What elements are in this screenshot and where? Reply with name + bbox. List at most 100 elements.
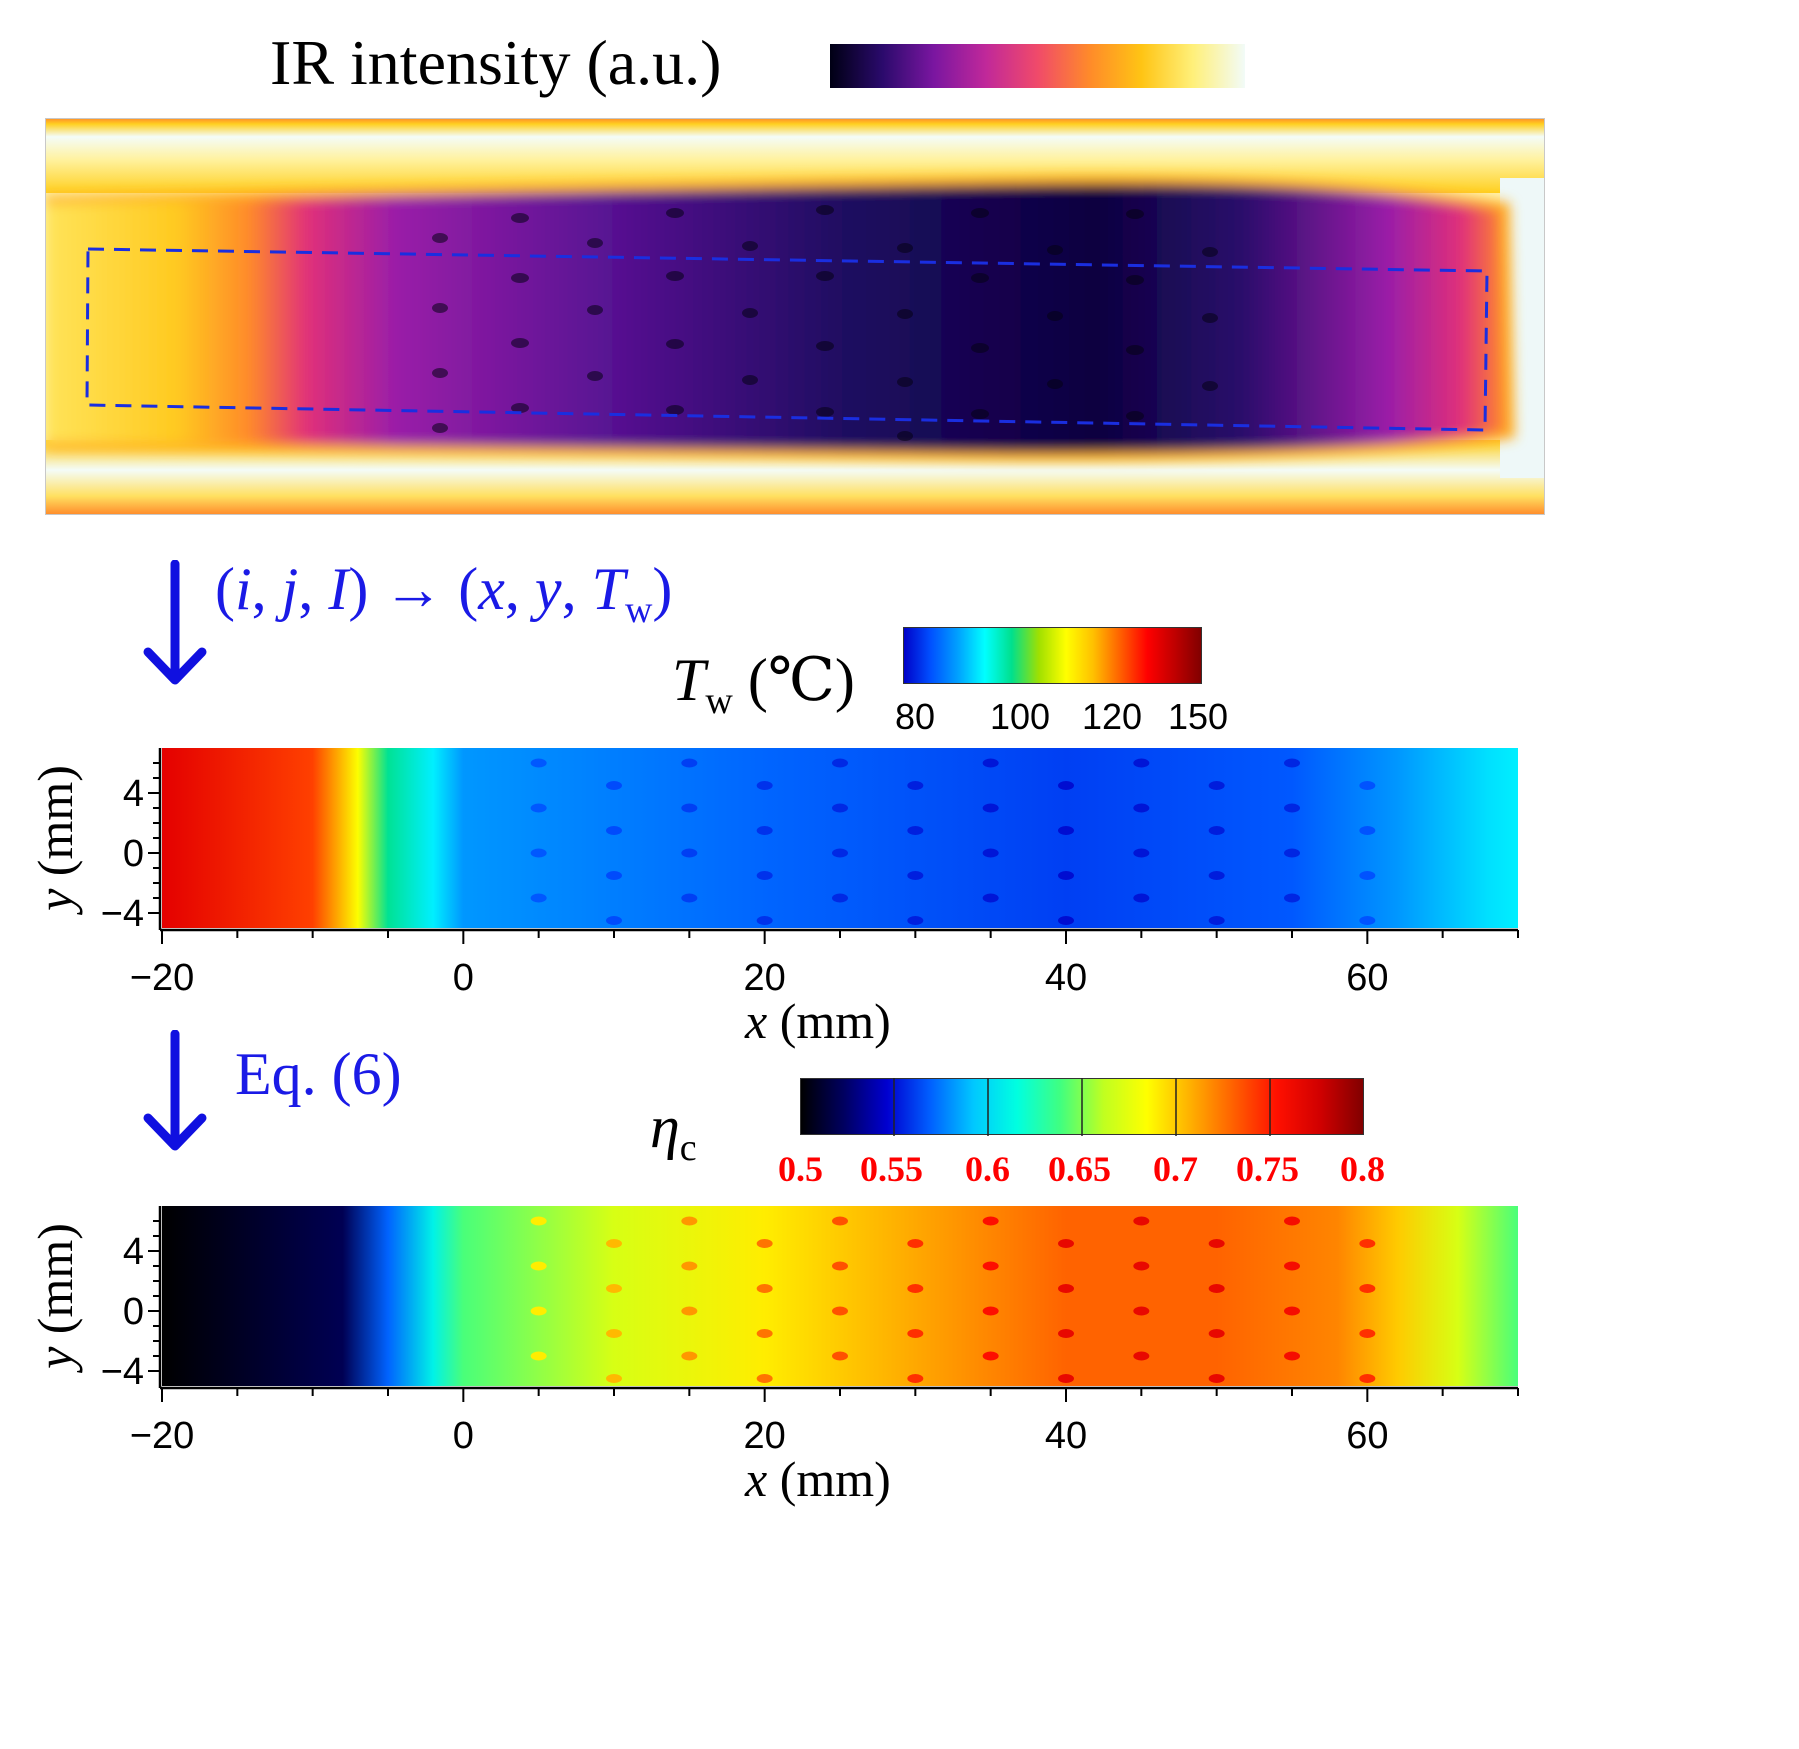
- tw-hole: [907, 781, 924, 790]
- eta-hole: [756, 1329, 773, 1338]
- eta-x-tick-label: 60: [1346, 1415, 1388, 1457]
- tw-colorbar: [903, 627, 1202, 684]
- eta-x-tick-label: −20: [130, 1415, 194, 1457]
- step2-arrow: [143, 1030, 207, 1151]
- tw-x-tick-label: 60: [1346, 957, 1388, 999]
- eta-tick-0.75: 0.75: [1236, 1149, 1299, 1189]
- ir-holes: [432, 205, 1218, 441]
- eta-hole: [1133, 1216, 1150, 1226]
- tw-hole: [832, 803, 848, 813]
- tw-hole: [606, 781, 622, 790]
- tw-hole: [681, 893, 698, 903]
- tw-hole: [681, 803, 698, 813]
- tw-x-tick-label: 0: [453, 957, 474, 999]
- tw-hole: [530, 803, 547, 813]
- tw-hole: [756, 871, 773, 880]
- tw-hole: [1208, 916, 1225, 925]
- ir-raw-image: [45, 118, 1545, 515]
- eta-hole: [1208, 1329, 1225, 1338]
- tw-x-tick-label: −20: [130, 957, 194, 999]
- tw-hole: [1133, 758, 1150, 768]
- tw-hole: [1208, 826, 1225, 835]
- tw-hole: [606, 871, 622, 880]
- tw-hole: [1133, 848, 1150, 858]
- tw-hole-marks: [530, 758, 1376, 925]
- eta-hole: [1359, 1239, 1376, 1248]
- tw-x-tick-label: 20: [744, 957, 786, 999]
- tw-hole: [982, 758, 999, 768]
- eta-hole: [1359, 1374, 1376, 1383]
- step2-equation-text: Eq. (6): [235, 1041, 402, 1107]
- eta-hole: [907, 1329, 924, 1338]
- eta-colorbar-label: ηc: [650, 1094, 697, 1169]
- eta-hole: [907, 1374, 924, 1383]
- tw-y-tick-label: 0: [123, 833, 144, 875]
- tw-y-tick-label: −4: [101, 893, 144, 935]
- tw-hole: [1058, 826, 1074, 835]
- eta-hole: [681, 1216, 698, 1226]
- eta-x-tick-label: 40: [1045, 1415, 1087, 1457]
- tw-colorbar-tick-100: 100: [990, 696, 1051, 737]
- eta-hole: [530, 1261, 547, 1271]
- tw-hole: [1058, 916, 1074, 925]
- ir-intensity-title: IR intensity (a.u.): [270, 27, 722, 98]
- tw-hole: [907, 916, 924, 925]
- eta-tick-0.65: 0.65: [1048, 1149, 1111, 1189]
- tw-x-tick-label: 40: [1045, 957, 1087, 999]
- eta-hole: [756, 1239, 773, 1248]
- tw-hole: [832, 848, 848, 858]
- eta-heatmap-plot: −20 0 20 40 60 −4 0 4 x (mm) y (mm): [27, 1206, 1519, 1507]
- eta-hole: [1359, 1329, 1376, 1338]
- eta-hole: [1208, 1284, 1225, 1293]
- eta-hole: [1058, 1284, 1074, 1293]
- tw-heatmap-plot: −20 0 20 40 60 −4 0 4 x (mm) y (mm): [27, 748, 1519, 1049]
- eta-hole: [982, 1351, 999, 1361]
- eta-hole: [1208, 1374, 1225, 1383]
- eta-hole: [681, 1306, 698, 1316]
- tw-hole: [1284, 803, 1300, 813]
- eta-hole: [1208, 1239, 1225, 1248]
- eta-x-axis-label: x (mm): [744, 1451, 891, 1507]
- eta-hole: [982, 1216, 999, 1226]
- step1-mapping-text: (i, j, I) → (x, y, Tw): [215, 556, 673, 631]
- eta-y-tick-label: 4: [123, 1231, 144, 1273]
- tw-hole: [907, 826, 924, 835]
- tw-hole: [1058, 781, 1074, 790]
- tw-hole: [907, 871, 924, 880]
- step1-arrow: [143, 560, 207, 685]
- eta-hole-marks: [530, 1216, 1376, 1383]
- eta-x-tick-label: 20: [744, 1415, 786, 1457]
- tw-hole: [1133, 803, 1150, 813]
- tw-hole: [982, 848, 999, 858]
- eta-hole: [832, 1351, 848, 1361]
- eta-hole: [1058, 1239, 1074, 1248]
- tw-colorbar-tick-150: 150: [1168, 696, 1229, 737]
- tw-hole: [681, 848, 698, 858]
- eta-tick-0.7: 0.7: [1153, 1149, 1198, 1189]
- eta-y-axis-label: y (mm): [27, 1223, 83, 1374]
- tw-hole: [1208, 781, 1225, 790]
- tw-hole: [1284, 758, 1300, 768]
- eta-hole: [530, 1216, 547, 1226]
- ir-colorbar: [830, 44, 1245, 88]
- tw-colorbar-tick-120: 120: [1082, 696, 1143, 737]
- tw-hole: [1359, 826, 1376, 835]
- eta-hole: [1133, 1306, 1150, 1316]
- eta-colorbar-ticks: 0.5 0.55 0.6 0.65 0.7 0.75 0.8: [0, 1148, 1799, 1193]
- tw-hole: [756, 916, 773, 925]
- tw-hole: [1359, 871, 1376, 880]
- eta-hole: [1284, 1261, 1300, 1271]
- eta-tick-0.5: 0.5: [778, 1149, 823, 1189]
- tw-colorbar-label: Tw (℃): [672, 647, 855, 722]
- tw-hole: [832, 893, 848, 903]
- eta-hole: [606, 1239, 622, 1248]
- eta-tick-0.55: 0.55: [860, 1149, 923, 1189]
- tw-hole: [832, 758, 848, 768]
- tw-y-axis-label: y (mm): [27, 765, 83, 916]
- tw-x-axis-label: x (mm): [744, 993, 891, 1049]
- eta-hole: [1133, 1261, 1150, 1271]
- tw-hole: [1359, 916, 1376, 925]
- eta-y-tick-label: −4: [101, 1351, 144, 1393]
- eta-hole: [606, 1374, 622, 1383]
- tw-hole: [606, 826, 622, 835]
